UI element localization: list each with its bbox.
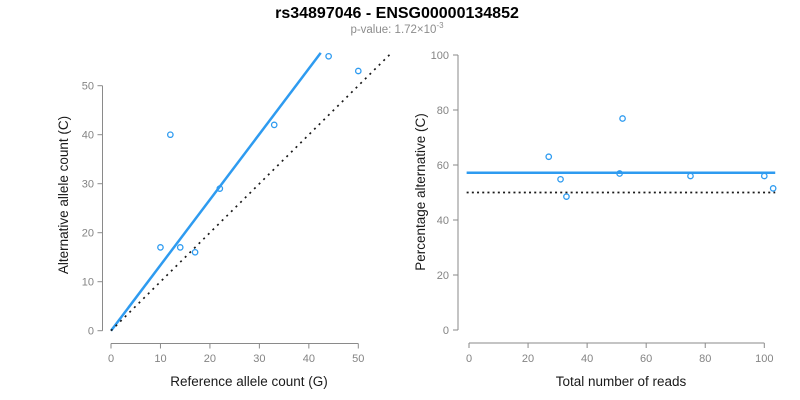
data-point <box>545 153 553 161</box>
y-tick-label: 100 <box>431 50 449 62</box>
fit-line <box>110 52 322 332</box>
pvalue-text: p-value: 1.72×10 <box>350 24 437 36</box>
x-tick-label: 30 <box>253 353 265 365</box>
y-tick-label: 0 <box>443 325 449 337</box>
data-point <box>176 244 184 251</box>
data-point <box>270 121 278 129</box>
data-point <box>167 131 174 139</box>
percentage-scatter: 0 20 40 60 80 100 0 20 40 60 80 100 Total number of … <box>413 50 777 389</box>
data-point <box>616 170 623 177</box>
x-tick-label: 20 <box>522 353 534 365</box>
x-tick-label: 20 <box>204 353 216 365</box>
data-point <box>354 67 362 75</box>
y-tick-label: 10 <box>82 277 94 289</box>
y-tick-label: 40 <box>437 215 449 227</box>
x-tick-label: 40 <box>303 353 315 365</box>
pvalue-exponent: -3 <box>436 21 444 31</box>
x-tick-label: 50 <box>352 353 364 365</box>
y-tick-label: 50 <box>82 81 94 93</box>
y-tick-label: 30 <box>82 179 94 191</box>
x-tick-label: 10 <box>154 353 166 365</box>
figure-title: rs34897046 - ENSG00000134852 <box>275 5 519 22</box>
x-axis-label: Reference allele count (G) <box>170 374 328 389</box>
x-tick-label: 100 <box>755 353 773 365</box>
figure-subtitle: p-value: 1.72×10-3 <box>0 21 794 36</box>
data-point <box>563 193 570 200</box>
data-point <box>760 172 768 180</box>
x-tick-label: 0 <box>108 353 114 365</box>
y-tick-label: 60 <box>437 160 449 172</box>
x-tick-label: 80 <box>699 353 711 365</box>
y-tick-label: 20 <box>437 270 449 282</box>
data-point <box>619 115 626 122</box>
data-point <box>687 172 694 180</box>
y-tick-label: 80 <box>437 105 449 117</box>
x-tick-label: 0 <box>466 353 472 365</box>
data-point <box>157 244 164 251</box>
data-point <box>191 248 199 256</box>
y-axis-label: Percentage alternative (C) <box>413 113 428 271</box>
data-point <box>769 185 777 192</box>
x-axis-label: Total number of reads <box>556 374 687 389</box>
y-tick-label: 40 <box>82 130 94 142</box>
y-tick-label: 0 <box>88 326 94 338</box>
y-tick-label: 20 <box>82 228 94 240</box>
data-point <box>557 175 564 183</box>
x-tick-label: 40 <box>581 353 593 365</box>
allele-count-scatter: 0 10 20 30 40 50 0 10 20 30 40 50 Reference allele c… <box>56 52 392 389</box>
identity-line <box>110 53 392 332</box>
y-axis-label: Alternative allele count (C) <box>56 116 71 274</box>
data-point <box>325 52 332 60</box>
data-point <box>216 185 224 192</box>
x-tick-label: 60 <box>640 353 652 365</box>
